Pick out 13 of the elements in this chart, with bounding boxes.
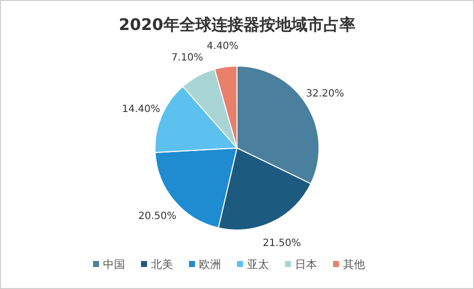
- legend-label: 欧洲: [199, 258, 221, 271]
- data-label: 4.40%: [206, 40, 239, 52]
- data-label: 32.20%: [306, 88, 344, 100]
- data-label: 7.10%: [171, 52, 204, 64]
- legend-label: 亚太: [247, 258, 269, 271]
- data-label: 21.50%: [262, 238, 301, 249]
- data-label: 14.40%: [122, 104, 160, 115]
- legend-label: 北美: [151, 258, 173, 271]
- legend-label: 其他: [343, 258, 365, 271]
- legend-label: 日本: [295, 258, 317, 271]
- chart-title: 2020年全球连接器按地域市占率: [118, 15, 356, 34]
- legend-label: 中国: [103, 258, 125, 271]
- data-label: 20.50%: [138, 210, 176, 222]
